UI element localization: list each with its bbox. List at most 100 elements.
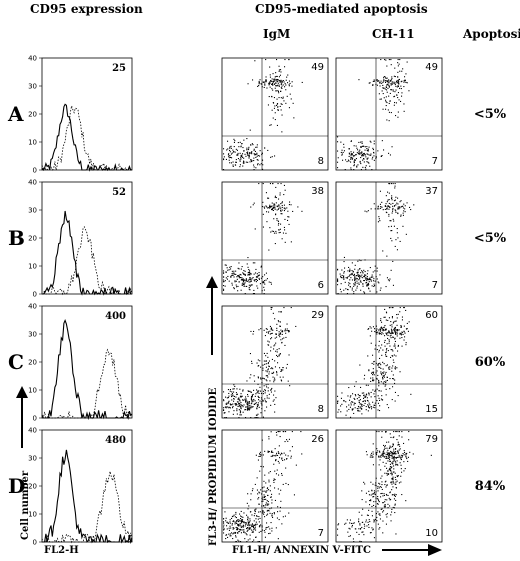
dotplot-event bbox=[405, 456, 407, 458]
dotplot-event bbox=[280, 208, 282, 210]
dotplot-event bbox=[273, 204, 275, 206]
dotplot-event bbox=[383, 363, 385, 365]
dotplot-event bbox=[385, 523, 387, 525]
dotplot-event bbox=[247, 517, 249, 519]
dotplot-event bbox=[369, 82, 371, 84]
dotplot-event bbox=[269, 330, 271, 332]
dotplot-event bbox=[240, 522, 242, 524]
dotplot-event bbox=[275, 342, 277, 344]
dotplot-event bbox=[232, 528, 234, 530]
dotplot-event bbox=[384, 335, 386, 337]
dotplot-event bbox=[243, 404, 245, 406]
dotplot-event bbox=[381, 374, 383, 376]
dotplot-event bbox=[243, 283, 245, 285]
dotplot-event bbox=[385, 105, 387, 107]
dotplot-event bbox=[388, 202, 390, 204]
dotplot-event bbox=[268, 451, 270, 453]
dotplot-event bbox=[266, 206, 268, 208]
dotplot-event bbox=[357, 164, 359, 166]
dotplot-event bbox=[268, 397, 270, 399]
dotplot-event bbox=[276, 85, 278, 87]
dotplot-event bbox=[368, 524, 370, 526]
dotplot-event bbox=[253, 398, 255, 400]
dotplot-event bbox=[350, 157, 352, 159]
dotplot-event bbox=[397, 81, 399, 83]
dotplot-event bbox=[397, 464, 399, 466]
dotplot-event bbox=[271, 307, 273, 309]
dotplot-event bbox=[267, 376, 269, 378]
dotplot-event bbox=[276, 104, 278, 106]
dotplot-event bbox=[273, 345, 275, 347]
dotplot-event bbox=[246, 285, 248, 287]
dotplot-event bbox=[240, 158, 242, 160]
dotplot-event bbox=[393, 460, 395, 462]
dotplot-event bbox=[386, 212, 388, 214]
dotplot-event bbox=[380, 372, 382, 374]
dotplot-event bbox=[273, 394, 275, 396]
dotplot-event bbox=[249, 274, 251, 276]
dotplot-event bbox=[278, 80, 280, 82]
dotplot-event bbox=[395, 451, 397, 453]
dotplot-event bbox=[269, 207, 271, 209]
dotplot-event bbox=[242, 525, 244, 527]
dotplot-event bbox=[363, 161, 365, 163]
dotplot-event bbox=[389, 388, 391, 390]
dotplot-event bbox=[252, 144, 254, 146]
dotplot-event bbox=[349, 406, 351, 408]
dotplot-event bbox=[248, 146, 250, 148]
dotplot-event bbox=[234, 521, 236, 523]
dotplot-event bbox=[348, 404, 350, 406]
dotplot-event bbox=[395, 494, 397, 496]
dotplot-event bbox=[375, 83, 377, 85]
dotplot-event bbox=[365, 395, 367, 397]
dotplot-event bbox=[270, 404, 272, 406]
dotplot-event bbox=[368, 406, 370, 408]
dotplot-event bbox=[258, 329, 260, 331]
dotplot-event bbox=[365, 165, 367, 167]
dotplot-event bbox=[390, 225, 392, 227]
dotplot-event bbox=[374, 493, 376, 495]
dotplot-event bbox=[250, 374, 252, 376]
dotplot-event bbox=[257, 417, 259, 419]
dotplot-event bbox=[249, 270, 251, 272]
dotplot-event bbox=[406, 458, 408, 460]
dotplot-event bbox=[393, 327, 395, 329]
dotplot-event bbox=[259, 150, 261, 152]
dotplot-event bbox=[267, 383, 269, 385]
dotplot-event bbox=[382, 81, 384, 83]
dotplot-event bbox=[400, 334, 402, 336]
dotplot-event bbox=[391, 355, 393, 357]
dotplot-event bbox=[367, 355, 369, 357]
dotplot-event bbox=[404, 79, 406, 81]
dotplot-event bbox=[383, 316, 385, 318]
dotplot-event bbox=[363, 158, 365, 160]
dotplot-event bbox=[293, 494, 295, 496]
dotplot-event bbox=[268, 365, 270, 367]
dotplot-event bbox=[278, 354, 280, 356]
dotplot-event bbox=[337, 136, 339, 138]
dotplot-event bbox=[389, 491, 391, 493]
dotplot-event bbox=[365, 384, 367, 386]
dotplot-event bbox=[386, 65, 388, 67]
dotplot-event bbox=[374, 396, 376, 398]
dotplot-event bbox=[262, 393, 264, 395]
dotplot-event bbox=[253, 157, 255, 159]
dotplot-event bbox=[397, 197, 399, 199]
dotplot-event bbox=[354, 394, 356, 396]
dotplot-event bbox=[228, 153, 230, 155]
dotplot-event bbox=[246, 153, 248, 155]
dotplot-event bbox=[276, 354, 278, 356]
dotplot-event bbox=[350, 404, 352, 406]
dotplot-event bbox=[398, 456, 400, 458]
dotplot-event bbox=[345, 277, 347, 279]
dotplot-event bbox=[273, 512, 275, 514]
dotplot-event bbox=[390, 467, 392, 469]
dotplot-event bbox=[390, 481, 392, 483]
dotplot-event bbox=[405, 453, 407, 455]
dotplot-event bbox=[368, 369, 370, 371]
row-apoptosis-value: <5% bbox=[474, 107, 507, 122]
dotplot-event bbox=[231, 404, 233, 406]
dotplot-event bbox=[391, 367, 393, 369]
dotplot-event bbox=[264, 450, 266, 452]
